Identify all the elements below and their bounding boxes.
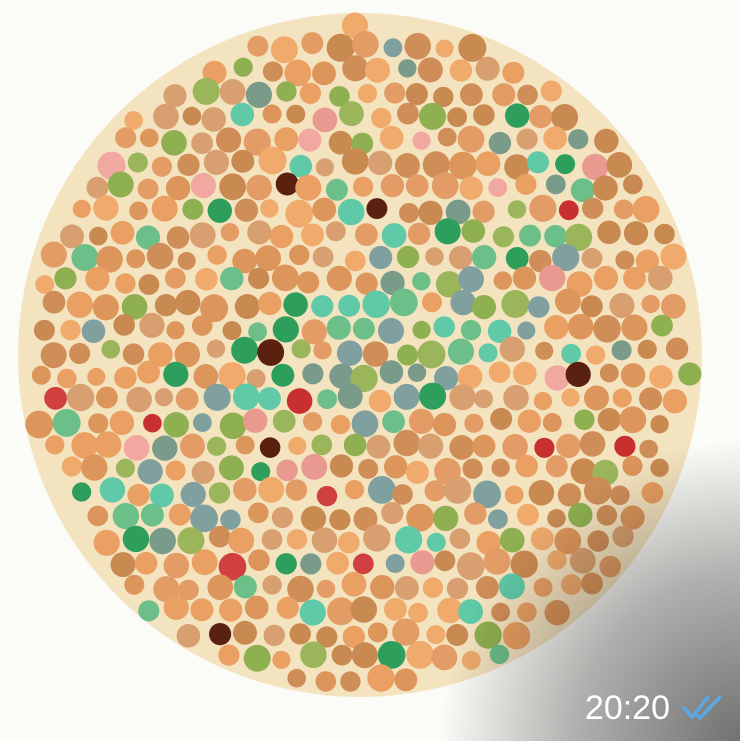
message-time: 20:20 xyxy=(585,689,670,727)
read-checkmarks xyxy=(682,695,722,720)
check-2 xyxy=(696,695,722,720)
check-1 xyxy=(682,695,710,719)
